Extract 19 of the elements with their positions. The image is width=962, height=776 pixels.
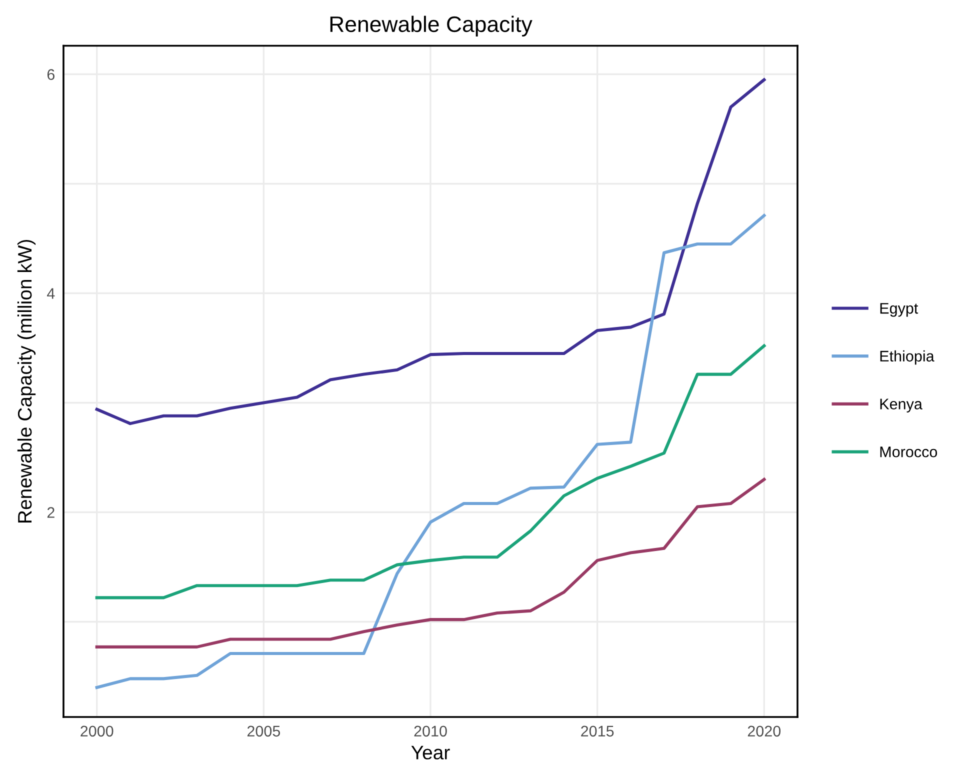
line-series: [95, 478, 766, 648]
legend-label: Kenya: [880, 398, 922, 412]
x-tick-label: 2000: [80, 726, 114, 737]
x-tick-label: 2010: [414, 726, 447, 737]
legend-label: Egypt: [880, 303, 918, 317]
x-tick-label: 2005: [247, 726, 280, 737]
line-series: [95, 78, 766, 426]
x-axis-title: Year: [411, 746, 450, 760]
line-series: [95, 214, 766, 689]
y-tick-label: 4: [47, 288, 55, 299]
x-tick-label: 2020: [748, 726, 781, 737]
chart-title: Renewable Capacity: [330, 16, 532, 37]
y-tick-label: 2: [47, 507, 54, 518]
y-axis-title: Renewable Capacity (million kW): [17, 240, 36, 522]
x-tick-label: 2015: [581, 726, 614, 737]
y-tick-label: 6: [47, 69, 54, 80]
legend-label: Morocco: [880, 446, 938, 458]
line-series: [95, 344, 766, 600]
legend-label: Ethiopia: [880, 350, 934, 365]
